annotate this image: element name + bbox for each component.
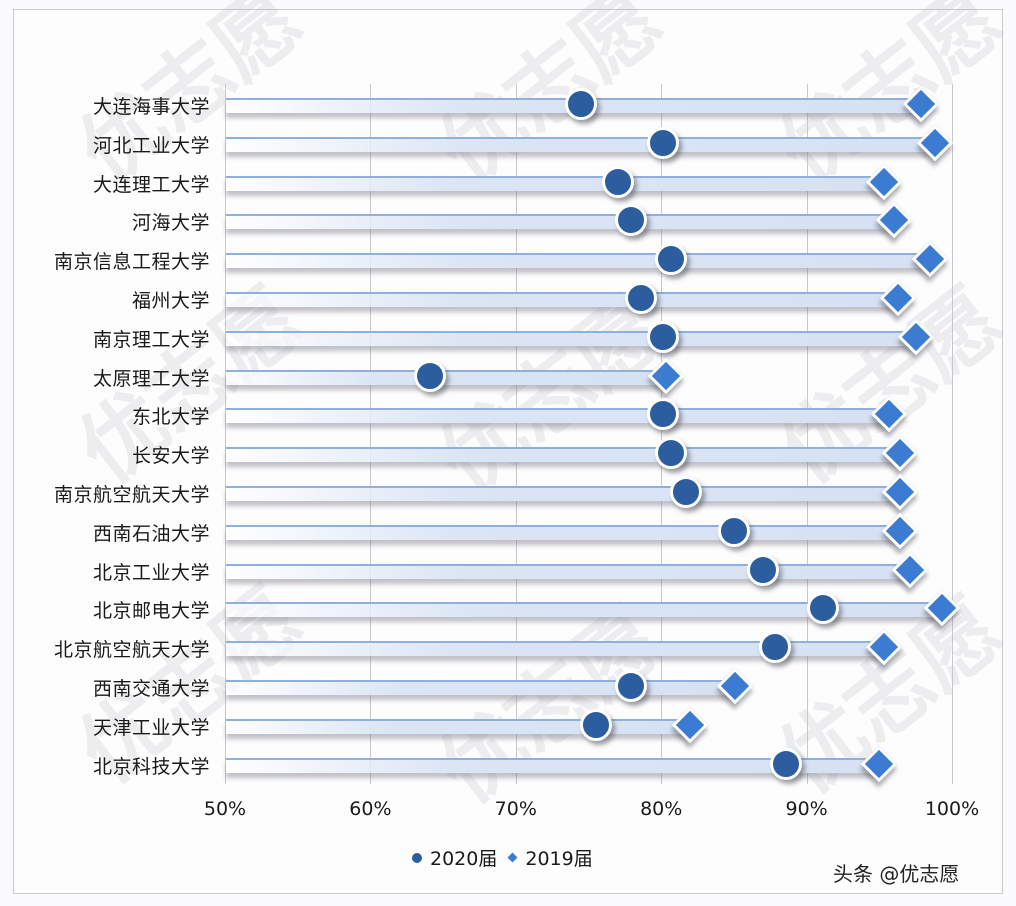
gridline xyxy=(661,84,663,784)
range-bar xyxy=(226,214,894,230)
x-tick-label: 90% xyxy=(785,798,828,820)
circle-marker-2020[interactable] xyxy=(614,204,647,237)
range-bar xyxy=(226,253,931,269)
chart-row: 河北工业大学 xyxy=(0,124,1016,181)
range-bar xyxy=(226,292,899,307)
x-tick-label: 60% xyxy=(349,798,392,820)
circle-marker-2020[interactable] xyxy=(669,476,702,508)
circle-marker-2020[interactable] xyxy=(414,359,446,392)
range-bar xyxy=(226,136,935,152)
x-tick-label: 70% xyxy=(494,798,537,820)
chart-row: 北京科技大学 xyxy=(0,745,1016,802)
category-label: 西南交通大学 xyxy=(92,678,210,700)
range-bar xyxy=(226,563,910,579)
chart-legend: 2020届 2019届 xyxy=(412,844,605,871)
category-label: 大连理工大学 xyxy=(92,173,210,196)
category-label: 长安大学 xyxy=(131,445,210,468)
circle-marker-2020[interactable] xyxy=(746,553,779,586)
chart-row: 南京理工大学 xyxy=(0,318,1016,375)
category-label: 北京邮电大学 xyxy=(92,600,210,623)
category-label: 西南石油大学 xyxy=(92,522,210,545)
gridline xyxy=(225,84,226,784)
legend-label: 2020届 xyxy=(430,848,498,870)
category-label: 太原理工大学 xyxy=(92,367,210,390)
circle-marker-icon xyxy=(412,852,422,863)
legend-item-2020[interactable]: 2020届 xyxy=(412,844,497,871)
range-bar xyxy=(226,486,900,501)
category-label: 南京信息工程大学 xyxy=(53,251,210,274)
x-tick-label: 50% xyxy=(203,798,247,820)
circle-marker-2020[interactable] xyxy=(770,747,803,780)
circle-marker-2020[interactable] xyxy=(624,282,657,314)
category-label: 河北工业大学 xyxy=(92,134,210,157)
circle-marker-2020[interactable] xyxy=(655,437,688,470)
x-tick-label: 80% xyxy=(640,798,683,820)
category-label: 北京航空航天大学 xyxy=(53,639,210,662)
category-label: 北京科技大学 xyxy=(92,755,210,778)
chart-row: 南京信息工程大学 xyxy=(0,240,1016,297)
circle-marker-2020[interactable] xyxy=(655,243,688,276)
gridline xyxy=(806,84,808,784)
legend-item-2019[interactable]: 2019届 xyxy=(507,844,593,871)
chart-row: 北京工业大学 xyxy=(0,551,1016,608)
gridline xyxy=(515,84,517,784)
circle-marker-2020[interactable] xyxy=(717,514,750,547)
chart-row: 天津工业大学 xyxy=(0,706,1016,763)
range-bar xyxy=(226,602,942,618)
chart-row: 太原理工大学 xyxy=(0,357,1016,414)
chart-row: 大连理工大学 xyxy=(0,163,1016,220)
chart-row: 西南石油大学 xyxy=(0,512,1016,569)
circle-marker-2020[interactable] xyxy=(565,88,598,120)
range-bar xyxy=(226,175,884,191)
chart-row: 东北大学 xyxy=(0,396,1016,452)
chart-row: 北京邮电大学 xyxy=(0,590,1016,646)
category-label: 北京工业大学 xyxy=(92,561,210,584)
category-label: 东北大学 xyxy=(131,406,210,429)
range-bar xyxy=(226,447,900,463)
circle-marker-2020[interactable] xyxy=(646,126,679,159)
category-label: 南京理工大学 xyxy=(92,328,210,351)
circle-marker-2020[interactable] xyxy=(806,592,839,625)
x-tick-label: 100% xyxy=(924,798,980,820)
gridline xyxy=(370,84,372,784)
range-bar xyxy=(226,757,880,773)
range-bar xyxy=(226,641,884,657)
category-label: 河海大学 xyxy=(131,212,210,235)
legend-label: 2019届 xyxy=(525,848,593,870)
range-bar xyxy=(226,680,736,695)
chart-row: 北京航空航天大学 xyxy=(0,628,1016,685)
category-label: 大连海事大学 xyxy=(92,96,210,118)
source-credit: 头条 @优志愿 xyxy=(833,862,960,886)
circle-marker-2020[interactable] xyxy=(579,708,612,741)
chart-row: 福州大学 xyxy=(0,279,1016,336)
range-bar xyxy=(226,718,691,734)
category-label: 福州大学 xyxy=(131,290,210,312)
range-bar xyxy=(226,524,900,540)
circle-marker-2020[interactable] xyxy=(646,320,679,353)
diamond-marker-2019[interactable] xyxy=(903,85,940,123)
circle-marker-2020[interactable] xyxy=(758,631,791,664)
range-bar xyxy=(226,330,916,346)
chart-row: 南京航空航天大学 xyxy=(0,473,1016,530)
chart-row: 大连海事大学 xyxy=(0,85,1016,142)
chart-row: 西南交通大学 xyxy=(0,667,1016,724)
circle-marker-2020[interactable] xyxy=(601,165,634,198)
chart-row: 长安大学 xyxy=(0,434,1016,491)
range-bar xyxy=(226,408,890,424)
circle-marker-2020[interactable] xyxy=(646,398,679,431)
circle-marker-2020[interactable] xyxy=(614,670,647,702)
category-label: 天津工业大学 xyxy=(92,716,210,739)
gridline xyxy=(952,84,953,784)
category-label: 南京航空航天大学 xyxy=(53,484,210,506)
diamond-marker-icon xyxy=(507,852,518,863)
chart-row: 河海大学 xyxy=(0,202,1016,258)
